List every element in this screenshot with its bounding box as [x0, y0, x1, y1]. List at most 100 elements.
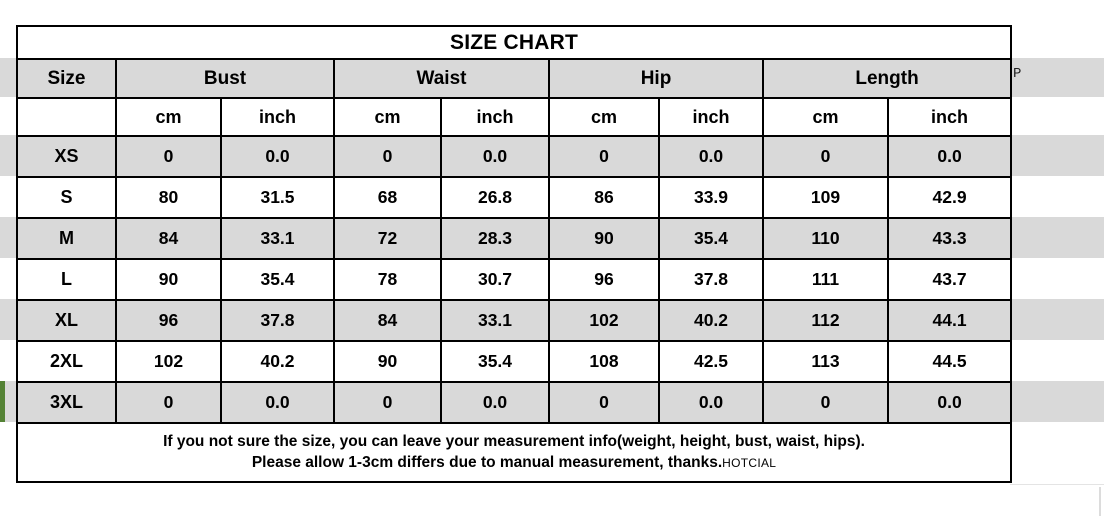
title-row: SIZE CHART	[15, 25, 1013, 60]
footer-note-line2: Please allow 1-3cm differs due to manual…	[251, 454, 777, 471]
size-row-2xl: 2XL 102 40.2 90 35.4 108 42.5 113 44.5	[16, 340, 1013, 383]
size-row-xs: XS 0 0.0 0 0.0 0 0.0 0 0.0	[16, 135, 1013, 178]
unit-header-bust-cm: cm	[115, 97, 222, 137]
unit-header-length-inch: inch	[886, 97, 1013, 137]
value-cell: 109	[762, 176, 889, 219]
value-cell: 0	[333, 135, 442, 178]
unit-header-waist-cm: cm	[333, 97, 442, 137]
value-cell: 33.1	[220, 217, 335, 260]
green-accent-strip	[0, 381, 5, 422]
footer-note-line1: If you not sure the size, you can leave …	[163, 433, 865, 450]
value-cell: 37.8	[658, 258, 764, 301]
size-row-3xl: 3XL 0 0.0 0 0.0 0 0.0 0 0.0	[16, 381, 1013, 424]
value-cell: 0	[548, 135, 660, 178]
value-cell: 108	[548, 340, 660, 383]
column-header-bust: Bust	[115, 58, 335, 99]
size-row-m: M 84 33.1 72 28.3 90 35.4 110 43.3	[16, 217, 1013, 260]
size-cell: 3XL	[16, 381, 117, 424]
value-cell: 40.2	[658, 299, 764, 342]
value-cell: 0.0	[220, 381, 335, 424]
unit-header-row: cm inch cm inch cm inch cm inch	[16, 97, 1013, 137]
value-cell: 35.4	[440, 340, 550, 383]
size-cell: 2XL	[16, 340, 117, 383]
gridline-vertical	[1099, 487, 1101, 516]
stray-p-label: P	[1013, 66, 1022, 82]
value-cell: 102	[548, 299, 660, 342]
value-cell: 0.0	[658, 135, 764, 178]
value-cell: 96	[548, 258, 660, 301]
value-cell: 68	[333, 176, 442, 219]
value-cell: 0.0	[886, 381, 1013, 424]
footer-note: If you not sure the size, you can leave …	[19, 425, 1009, 480]
size-cell: L	[16, 258, 117, 301]
gridline-horizontal	[1010, 484, 1104, 485]
value-cell: 72	[333, 217, 442, 260]
value-cell: 86	[548, 176, 660, 219]
value-cell: 0	[548, 381, 660, 424]
brand-label: HOTCIAL	[722, 456, 777, 470]
size-chart-table: SIZE CHART Size Bust Waist Hip Length cm…	[15, 25, 1013, 483]
value-cell: 0.0	[886, 135, 1013, 178]
value-cell: 0	[333, 381, 442, 424]
value-cell: 90	[333, 340, 442, 383]
value-cell: 110	[762, 217, 889, 260]
unit-header-bust-inch: inch	[220, 97, 335, 137]
value-cell: 0.0	[220, 135, 335, 178]
column-header-hip: Hip	[548, 58, 764, 99]
unit-header-hip-cm: cm	[548, 97, 660, 137]
size-row-xl: XL 96 37.8 84 33.1 102 40.2 112 44.1	[16, 299, 1013, 342]
value-cell: 84	[333, 299, 442, 342]
value-cell: 84	[115, 217, 222, 260]
table-body: XS 0 0.0 0 0.0 0 0.0 0 0.0 S 80 31.5 68 26.8 86 33.9 109…	[16, 135, 1013, 424]
value-cell: 90	[115, 258, 222, 301]
value-cell: 0.0	[440, 381, 550, 424]
column-header-waist: Waist	[333, 58, 550, 99]
value-cell: 44.5	[886, 340, 1013, 383]
unit-header-empty	[16, 97, 117, 137]
value-cell: 33.1	[440, 299, 550, 342]
value-cell: 26.8	[440, 176, 550, 219]
value-cell: 112	[762, 299, 889, 342]
column-header-size: Size	[16, 58, 117, 99]
value-cell: 96	[115, 299, 222, 342]
size-cell: XS	[16, 135, 117, 178]
size-cell: M	[16, 217, 117, 260]
value-cell: 0.0	[658, 381, 764, 424]
value-cell: 102	[115, 340, 222, 383]
value-cell: 35.4	[658, 217, 764, 260]
value-cell: 40.2	[220, 340, 335, 383]
size-cell: XL	[16, 299, 117, 342]
value-cell: 43.3	[886, 217, 1013, 260]
value-cell: 0	[762, 135, 889, 178]
size-row-s: S 80 31.5 68 26.8 86 33.9 109 42.9	[16, 176, 1013, 219]
value-cell: 0	[762, 381, 889, 424]
unit-header-hip-inch: inch	[658, 97, 764, 137]
value-cell: 111	[762, 258, 889, 301]
value-cell: 90	[548, 217, 660, 260]
size-row-l: L 90 35.4 78 30.7 96 37.8 111 43.7	[16, 258, 1013, 301]
value-cell: 30.7	[440, 258, 550, 301]
column-header-length: Length	[761, 58, 1013, 99]
unit-header-waist-inch: inch	[440, 97, 550, 137]
size-cell: S	[16, 176, 117, 219]
table-title: SIZE CHART	[15, 25, 1013, 60]
value-cell: 42.9	[886, 176, 1013, 219]
value-cell: 80	[115, 176, 222, 219]
value-cell: 31.5	[220, 176, 335, 219]
value-cell: 43.7	[886, 258, 1013, 301]
unit-header-length-cm: cm	[762, 97, 889, 137]
value-cell: 44.1	[886, 299, 1013, 342]
value-cell: 113	[762, 340, 889, 383]
column-group-header-row: Size Bust Waist Hip Length	[16, 58, 1013, 99]
value-cell: 37.8	[220, 299, 335, 342]
value-cell: 35.4	[220, 258, 335, 301]
value-cell: 42.5	[658, 340, 764, 383]
footer-row: If you not sure the size, you can leave …	[15, 422, 1013, 483]
value-cell: 0	[115, 381, 222, 424]
value-cell: 28.3	[440, 217, 550, 260]
value-cell: 78	[333, 258, 442, 301]
value-cell: 33.9	[658, 176, 764, 219]
value-cell: 0.0	[440, 135, 550, 178]
value-cell: 0	[115, 135, 222, 178]
